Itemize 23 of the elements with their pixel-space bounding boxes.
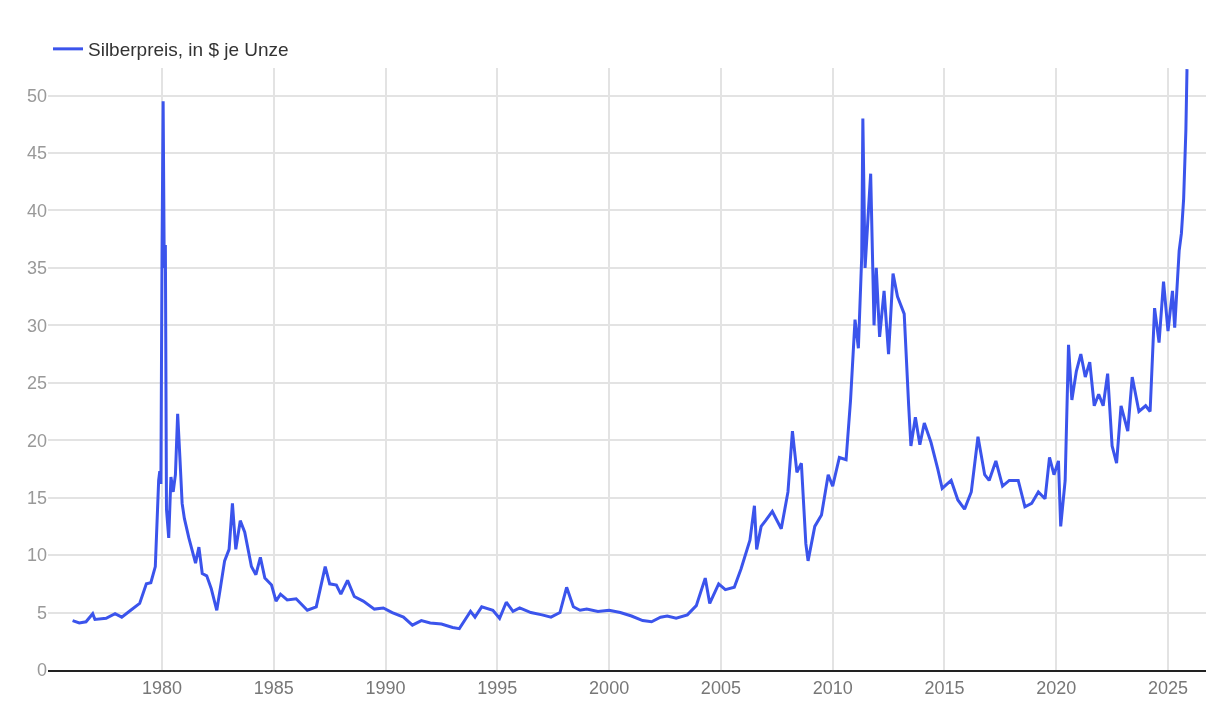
y-tick-label: 25 — [26, 373, 47, 394]
y-tick-label: 0 — [36, 660, 47, 681]
y-tick-label: 15 — [26, 487, 47, 508]
y-tick-label: 45 — [26, 143, 47, 164]
y-tick-label: 10 — [26, 545, 47, 566]
y-tick-label: 40 — [26, 200, 47, 221]
y-tick-label: 20 — [26, 430, 47, 451]
x-tick-label: 2005 — [700, 677, 741, 698]
x-tick-label: 2010 — [812, 677, 853, 698]
legend-label: Silberpreis, in $ je Unze — [88, 39, 289, 61]
x-tick-label: 1980 — [141, 677, 183, 698]
x-tick-label: 1985 — [253, 677, 294, 698]
x-tick-label: 2020 — [1036, 677, 1077, 698]
x-tick-label: 1995 — [477, 677, 518, 698]
x-tick-label: 1990 — [365, 677, 406, 698]
x-tick-label: 2000 — [589, 677, 630, 698]
line-series — [71, 68, 1189, 631]
y-tick-label: 30 — [26, 315, 47, 336]
y-tick-label: 50 — [26, 85, 47, 106]
y-tick-label: 35 — [26, 258, 47, 279]
x-tick-label: 2025 — [1147, 677, 1189, 698]
y-tick-label: 5 — [36, 602, 47, 623]
x-tick-label: 2015 — [924, 677, 965, 698]
